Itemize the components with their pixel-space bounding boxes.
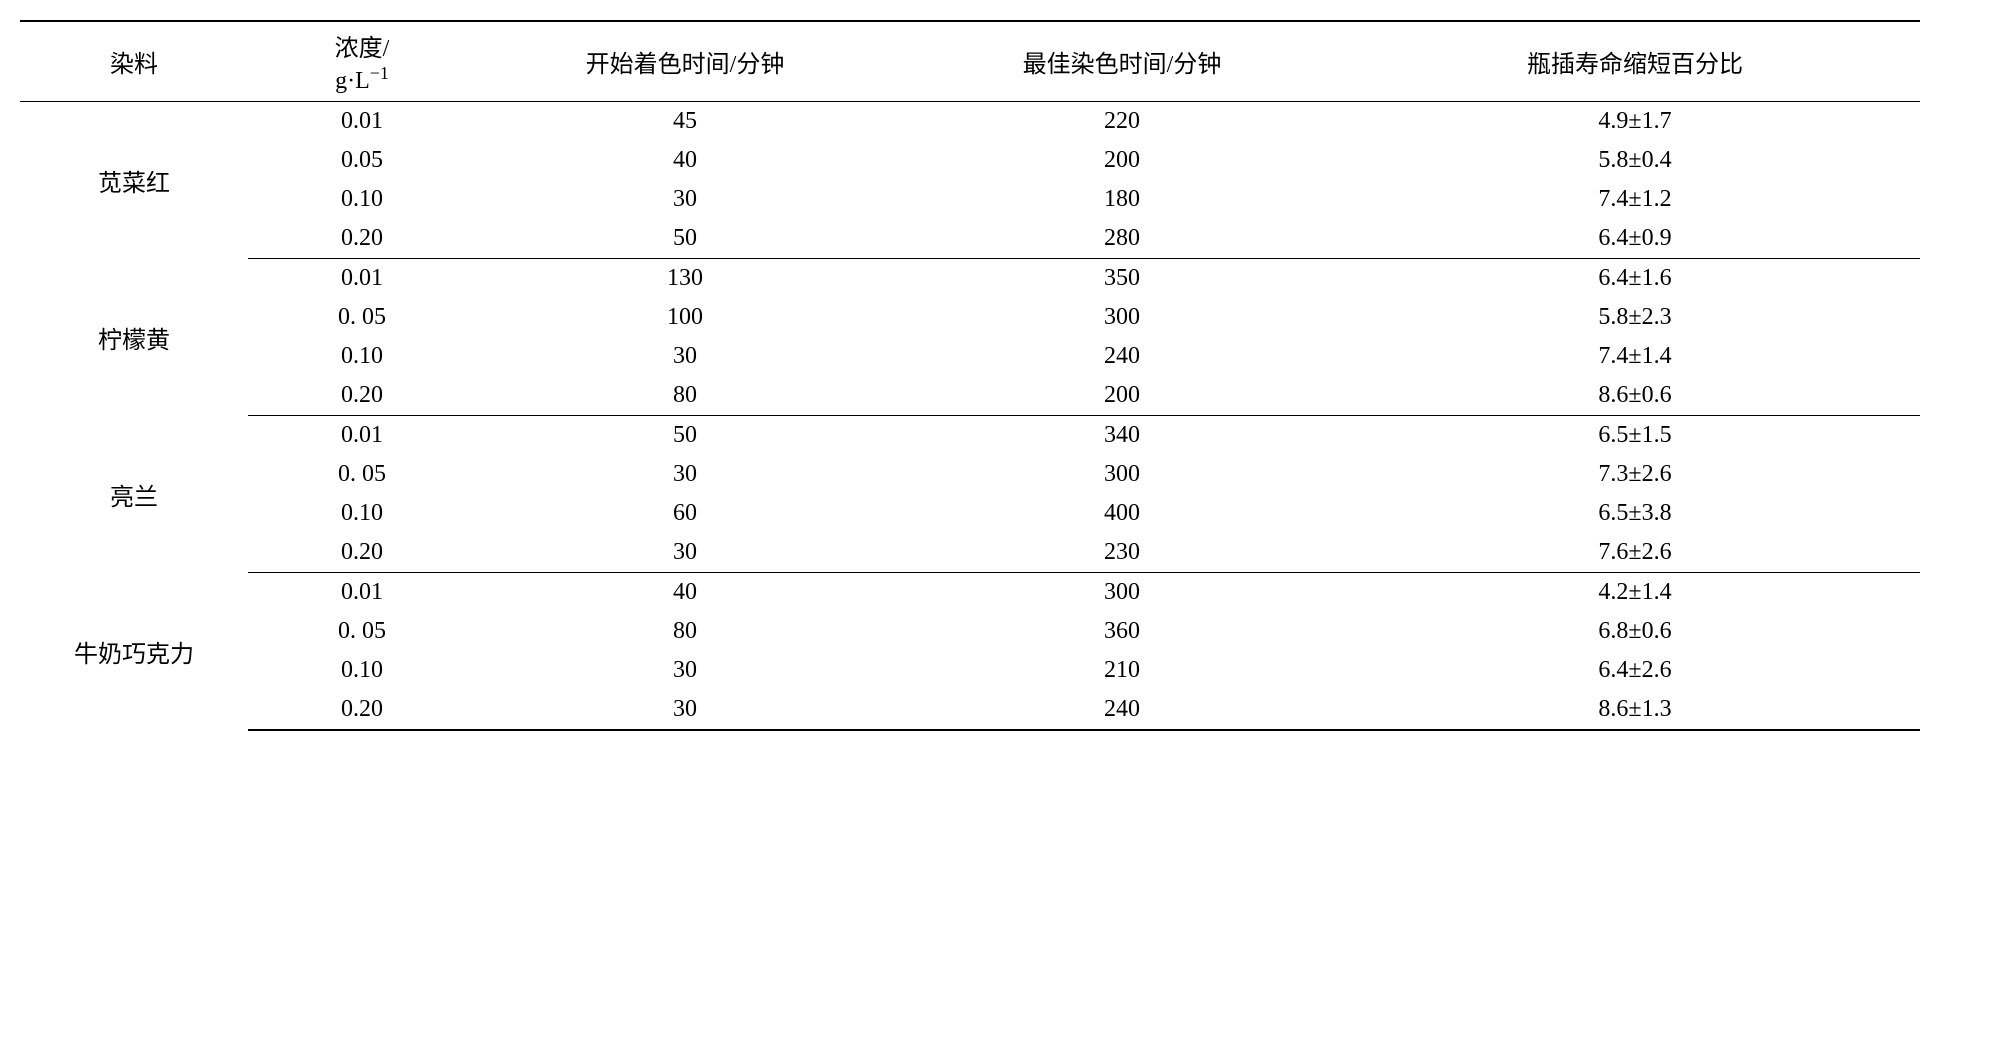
best-time-cell: 210	[894, 651, 1350, 690]
concentration-cell: 0. 05	[248, 455, 476, 494]
concentration-cell: 0. 05	[248, 612, 476, 651]
best-time-cell: 230	[894, 533, 1350, 573]
table-body: 苋菜红0.01452204.9±1.70.05402005.8±0.40.103…	[20, 102, 1920, 731]
best-time-cell: 300	[894, 455, 1350, 494]
vase-life-cell: 8.6±0.6	[1350, 376, 1920, 416]
start-time-cell: 100	[476, 298, 894, 337]
table-row: 柠檬黄0.011303506.4±1.6	[20, 259, 1920, 299]
start-time-cell: 50	[476, 219, 894, 259]
table-row: 0.10604006.5±3.8	[20, 494, 1920, 533]
concentration-cell: 0.05	[248, 141, 476, 180]
unit-prefix: g·	[335, 68, 355, 94]
table-row: 亮兰0.01503406.5±1.5	[20, 416, 1920, 456]
best-time-cell: 220	[894, 102, 1350, 142]
table-row: 0.10302106.4±2.6	[20, 651, 1920, 690]
vase-life-cell: 4.9±1.7	[1350, 102, 1920, 142]
col-concentration: 浓度/ g·L−1	[248, 21, 476, 102]
start-time-cell: 80	[476, 612, 894, 651]
start-time-cell: 30	[476, 533, 894, 573]
table-row: 0.20302307.6±2.6	[20, 533, 1920, 573]
col-vase-life: 瓶插寿命缩短百分比	[1350, 21, 1920, 102]
unit-exponent: −1	[370, 63, 389, 83]
concentration-cell: 0.01	[248, 259, 476, 299]
concentration-cell: 0.01	[248, 416, 476, 456]
vase-life-cell: 6.4±1.6	[1350, 259, 1920, 299]
best-time-cell: 350	[894, 259, 1350, 299]
best-time-cell: 200	[894, 141, 1350, 180]
best-time-cell: 340	[894, 416, 1350, 456]
table-row: 0.10301807.4±1.2	[20, 180, 1920, 219]
vase-life-cell: 7.4±1.4	[1350, 337, 1920, 376]
concentration-cell: 0.10	[248, 337, 476, 376]
best-time-cell: 300	[894, 573, 1350, 613]
table-row: 0.20302408.6±1.3	[20, 690, 1920, 730]
vase-life-cell: 8.6±1.3	[1350, 690, 1920, 730]
concentration-label: 浓度/	[335, 36, 390, 62]
table-row: 0.10302407.4±1.4	[20, 337, 1920, 376]
vase-life-cell: 7.6±2.6	[1350, 533, 1920, 573]
concentration-cell: 0.10	[248, 651, 476, 690]
vase-life-cell: 5.8±0.4	[1350, 141, 1920, 180]
vase-life-cell: 7.3±2.6	[1350, 455, 1920, 494]
concentration-cell: 0.10	[248, 494, 476, 533]
table-row: 0.20802008.6±0.6	[20, 376, 1920, 416]
header-row: 染料 浓度/ g·L−1 开始着色时间/分钟 最佳染色时间/分钟 瓶插寿命缩短百…	[20, 21, 1920, 102]
table-row: 0. 05803606.8±0.6	[20, 612, 1920, 651]
unit-base: L	[355, 68, 370, 94]
vase-life-cell: 4.2±1.4	[1350, 573, 1920, 613]
concentration-cell: 0.20	[248, 690, 476, 730]
start-time-cell: 40	[476, 141, 894, 180]
vase-life-cell: 6.8±0.6	[1350, 612, 1920, 651]
concentration-cell: 0.01	[248, 102, 476, 142]
best-time-cell: 240	[894, 337, 1350, 376]
best-time-cell: 400	[894, 494, 1350, 533]
best-time-cell: 360	[894, 612, 1350, 651]
start-time-cell: 40	[476, 573, 894, 613]
col-start-time: 开始着色时间/分钟	[476, 21, 894, 102]
table-row: 苋菜红0.01452204.9±1.7	[20, 102, 1920, 142]
start-time-cell: 130	[476, 259, 894, 299]
dye-name-cell: 亮兰	[20, 416, 248, 573]
vase-life-cell: 6.4±2.6	[1350, 651, 1920, 690]
start-time-cell: 30	[476, 180, 894, 219]
concentration-cell: 0.01	[248, 573, 476, 613]
concentration-cell: 0. 05	[248, 298, 476, 337]
dye-name-cell: 苋菜红	[20, 102, 248, 259]
concentration-unit: g·L−1	[335, 68, 389, 94]
best-time-cell: 300	[894, 298, 1350, 337]
table-row: 0. 05303007.3±2.6	[20, 455, 1920, 494]
start-time-cell: 80	[476, 376, 894, 416]
start-time-cell: 30	[476, 690, 894, 730]
concentration-cell: 0.10	[248, 180, 476, 219]
start-time-cell: 30	[476, 337, 894, 376]
start-time-cell: 45	[476, 102, 894, 142]
start-time-cell: 30	[476, 651, 894, 690]
concentration-cell: 0.20	[248, 219, 476, 259]
vase-life-cell: 6.4±0.9	[1350, 219, 1920, 259]
vase-life-cell: 6.5±1.5	[1350, 416, 1920, 456]
dye-name-cell: 牛奶巧克力	[20, 573, 248, 731]
table-row: 0.20502806.4±0.9	[20, 219, 1920, 259]
table-row: 0.05402005.8±0.4	[20, 141, 1920, 180]
best-time-cell: 280	[894, 219, 1350, 259]
concentration-cell: 0.20	[248, 533, 476, 573]
vase-life-cell: 7.4±1.2	[1350, 180, 1920, 219]
concentration-cell: 0.20	[248, 376, 476, 416]
table-row: 牛奶巧克力0.01403004.2±1.4	[20, 573, 1920, 613]
dye-experiment-table: 染料 浓度/ g·L−1 开始着色时间/分钟 最佳染色时间/分钟 瓶插寿命缩短百…	[20, 20, 1920, 731]
best-time-cell: 240	[894, 690, 1350, 730]
best-time-cell: 180	[894, 180, 1350, 219]
col-dye: 染料	[20, 21, 248, 102]
start-time-cell: 30	[476, 455, 894, 494]
start-time-cell: 50	[476, 416, 894, 456]
vase-life-cell: 6.5±3.8	[1350, 494, 1920, 533]
start-time-cell: 60	[476, 494, 894, 533]
table-row: 0. 051003005.8±2.3	[20, 298, 1920, 337]
vase-life-cell: 5.8±2.3	[1350, 298, 1920, 337]
col-best-time: 最佳染色时间/分钟	[894, 21, 1350, 102]
best-time-cell: 200	[894, 376, 1350, 416]
dye-name-cell: 柠檬黄	[20, 259, 248, 416]
